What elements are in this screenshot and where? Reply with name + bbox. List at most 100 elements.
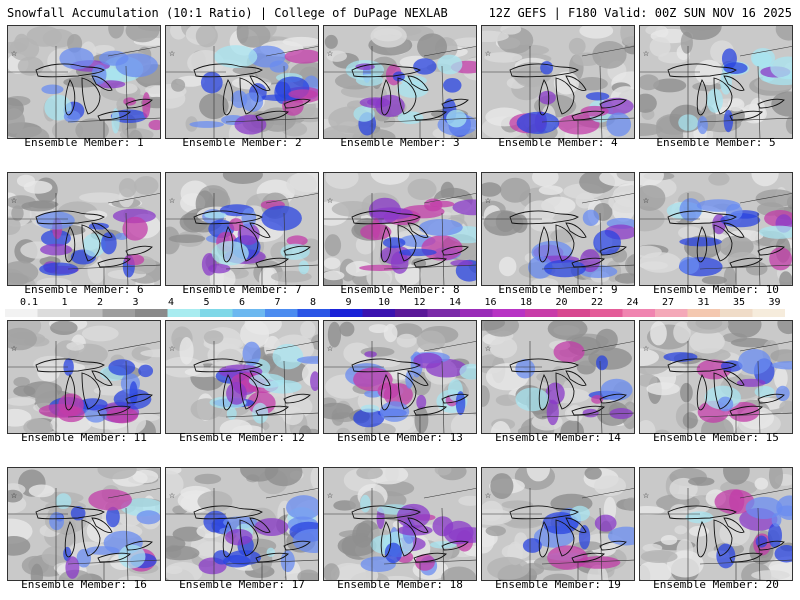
map-title: Snowfall Accumulation (10:1 Ratio) | Col… xyxy=(7,6,448,20)
colorbar-swatch xyxy=(492,309,526,317)
ensemble-member-caption: Ensemble Member: 5 xyxy=(656,136,776,149)
ensemble-member-caption: Ensemble Member: 19 xyxy=(495,578,621,591)
colorbar-swatch xyxy=(622,309,656,317)
ensemble-member-caption: Ensemble Member: 2 xyxy=(182,136,302,149)
colorbar-swatch xyxy=(37,309,71,317)
ensemble-member-caption: Ensemble Member: 3 xyxy=(340,136,460,149)
colorbar-swatch xyxy=(752,309,785,317)
colorbar-label: 3 xyxy=(132,297,139,308)
ensemble-member-map-14: ☆ xyxy=(481,320,635,434)
ensemble-member-caption: Ensemble Member: 7 xyxy=(182,283,302,296)
svg-text:☆: ☆ xyxy=(11,195,17,206)
colorbar-label: 22 xyxy=(590,297,604,308)
ensemble-member-caption: Ensemble Member: 11 xyxy=(21,431,147,444)
ensemble-member-map-11: ☆ xyxy=(7,320,161,434)
svg-text:☆: ☆ xyxy=(643,48,649,59)
ensemble-member-caption: Ensemble Member: 10 xyxy=(653,283,779,296)
svg-text:☆: ☆ xyxy=(643,343,649,354)
ensemble-member-map-6: ☆ xyxy=(7,172,161,286)
svg-text:☆: ☆ xyxy=(327,490,333,501)
ensemble-member-map-9: ☆ xyxy=(481,172,635,286)
svg-text:☆: ☆ xyxy=(11,490,17,501)
svg-text:☆: ☆ xyxy=(11,343,17,354)
colorbar-label: 8 xyxy=(309,297,317,308)
ensemble-member-caption: Ensemble Member: 18 xyxy=(337,578,463,591)
colorbar-label: 39 xyxy=(768,297,781,308)
colorbar-swatch xyxy=(720,309,753,317)
colorbar-label: 1 xyxy=(61,297,68,308)
ensemble-member-caption: Ensemble Member: 13 xyxy=(337,431,463,444)
colorbar-swatch xyxy=(102,309,136,317)
svg-text:☆: ☆ xyxy=(169,490,175,501)
colorbar-label: 2 xyxy=(96,297,104,308)
colorbar-label: 31 xyxy=(697,297,710,308)
colorbar-swatch xyxy=(232,309,266,317)
ensemble-member-map-17: ☆ xyxy=(165,467,319,581)
ensemble-member-caption: Ensemble Member: 15 xyxy=(653,431,779,444)
colorbar-swatch xyxy=(395,309,428,317)
svg-text:☆: ☆ xyxy=(169,343,175,354)
colorbar-swatch xyxy=(297,309,331,317)
colorbar-label: 6 xyxy=(238,297,246,308)
ensemble-member-map-10: ☆ xyxy=(639,172,793,286)
svg-text:☆: ☆ xyxy=(643,490,649,501)
svg-text:☆: ☆ xyxy=(485,343,491,354)
colorbar-label: 5 xyxy=(203,297,210,308)
colorbar-swatch xyxy=(135,309,168,317)
ensemble-member-map-7: ☆ xyxy=(165,172,319,286)
colorbar-swatch xyxy=(427,309,461,317)
colorbar-swatch xyxy=(557,309,591,317)
ensemble-member-map-19: ☆ xyxy=(481,467,635,581)
ensemble-member-caption: Ensemble Member: 9 xyxy=(498,283,618,296)
colorbar-swatch xyxy=(590,309,623,317)
svg-text:☆: ☆ xyxy=(11,48,17,59)
run-valid-time: 12Z GEFS | F180 Valid: 00Z SUN NOV 16 20… xyxy=(488,6,792,20)
colorbar-label: 12 xyxy=(413,297,426,308)
ensemble-member-caption: Ensemble Member: 6 xyxy=(24,283,144,296)
ensemble-member-map-4: ☆ xyxy=(481,25,635,139)
colorbar-label: 24 xyxy=(626,297,639,308)
ensemble-member-caption: Ensemble Member: 1 xyxy=(24,136,144,149)
svg-text:☆: ☆ xyxy=(169,195,175,206)
svg-text:☆: ☆ xyxy=(327,343,333,354)
colorbar-label: 7 xyxy=(274,297,281,308)
svg-text:☆: ☆ xyxy=(169,48,175,59)
ensemble-member-map-5: ☆ xyxy=(639,25,793,139)
ensemble-member-caption: Ensemble Member: 16 xyxy=(21,578,147,591)
svg-text:☆: ☆ xyxy=(485,195,491,206)
ensemble-member-map-13: ☆ xyxy=(323,320,477,434)
ensemble-member-caption: Ensemble Member: 12 xyxy=(179,431,305,444)
colorbar-labels: 0.1 1 2 3 4 5 6 7 8 9 10 12 14 16 18 20 22 24 27 31 35 39 xyxy=(5,297,785,309)
colorbar-swatch xyxy=(687,309,721,317)
ensemble-member-map-15: ☆ xyxy=(639,320,793,434)
colorbar-swatch xyxy=(70,309,103,317)
colorbar-swatch xyxy=(655,309,688,317)
ensemble-member-map-1: ☆ xyxy=(7,25,161,139)
colorbar-label: 14 xyxy=(448,297,462,308)
ensemble-member-map-20: ☆ xyxy=(639,467,793,581)
colorbar-swatch xyxy=(460,309,493,317)
svg-text:☆: ☆ xyxy=(485,48,491,59)
ensemble-member-map-2: ☆ xyxy=(165,25,319,139)
colorbar-label: 35 xyxy=(732,297,746,308)
ensemble-member-map-12: ☆ xyxy=(165,320,319,434)
colorbar-swatch xyxy=(167,309,201,317)
ensemble-member-caption: Ensemble Member: 4 xyxy=(498,136,618,149)
colorbar-label: 27 xyxy=(661,297,675,308)
ensemble-member-map-16: ☆ xyxy=(7,467,161,581)
ensemble-member-caption: Ensemble Member: 14 xyxy=(495,431,621,444)
colorbar-label: 10 xyxy=(377,297,391,308)
ensemble-member-map-8: ☆ xyxy=(323,172,477,286)
colorbar-label: 9 xyxy=(345,297,352,308)
ensemble-member-caption: Ensemble Member: 8 xyxy=(340,283,460,296)
colorbar xyxy=(5,309,785,317)
colorbar-swatch xyxy=(200,309,233,317)
colorbar-swatch xyxy=(330,309,363,317)
colorbar-label: 16 xyxy=(484,297,497,308)
colorbar-swatch xyxy=(265,309,298,317)
ensemble-member-map-3: ☆ xyxy=(323,25,477,139)
colorbar-swatch xyxy=(525,309,558,317)
colorbar-label: 4 xyxy=(167,297,175,308)
ensemble-member-caption: Ensemble Member: 17 xyxy=(179,578,305,591)
svg-text:☆: ☆ xyxy=(643,195,649,206)
